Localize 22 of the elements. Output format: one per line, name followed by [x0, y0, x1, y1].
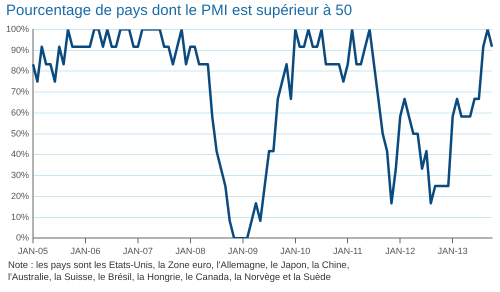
x-tick-label: JAN-10 — [280, 246, 310, 256]
y-tick-label: 30% — [11, 170, 30, 180]
x-tick-label: JAN-06 — [70, 246, 100, 256]
x-tick-label: JAN-05 — [18, 246, 48, 256]
chart-title: Pourcentage de pays dont le PMI est supérieur à 50 — [6, 2, 352, 19]
x-tick-label: JAN-07 — [122, 246, 153, 256]
text: Note : les pays sont les Etats-Unis, la Zone euro, l'Allemagne, le Japon, la Chine, l'Australie, la Suisse, le Brésil, la Hongrie, le Canada, la Norvège et la Suède — [8, 260, 350, 284]
y-tick-label: 100% — [6, 24, 30, 34]
y-tick-label: 90% — [11, 44, 30, 55]
y-tick-label: 50% — [11, 128, 30, 138]
y-tick-label: 70% — [11, 86, 30, 97]
y-tick-label: 80% — [11, 66, 30, 76]
y-tick-label: 20% — [11, 190, 30, 201]
x-tick-label: JAN-13 — [438, 246, 468, 256]
y-tick-label: 10% — [11, 212, 30, 222]
x-tick-label: JAN-12 — [385, 246, 416, 256]
x-tick-label: JAN-08 — [175, 246, 206, 256]
x-tick-label: JAN-09 — [228, 246, 258, 256]
y-tick-label: 60% — [11, 107, 30, 118]
x-tick-label: JAN-11 — [333, 246, 362, 256]
y-tick-label: 0% — [16, 232, 30, 243]
y-tick-label: 40% — [11, 149, 30, 160]
